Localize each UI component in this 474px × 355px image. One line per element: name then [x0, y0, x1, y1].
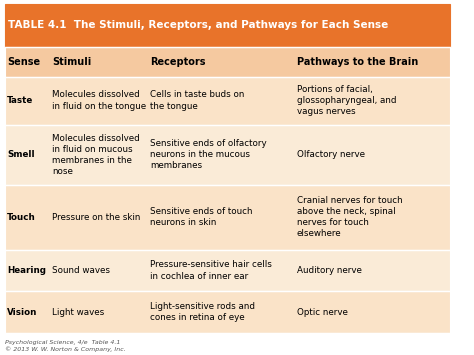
Text: Optic nerve: Optic nerve: [297, 308, 347, 317]
Text: Pressure-sensitive hair cells
in cochlea of inner ear: Pressure-sensitive hair cells in cochlea…: [150, 261, 272, 280]
Text: Molecules dissolved
in fluid on the tongue: Molecules dissolved in fluid on the tong…: [52, 91, 146, 111]
FancyBboxPatch shape: [5, 4, 450, 47]
FancyBboxPatch shape: [5, 77, 450, 125]
Text: Touch: Touch: [7, 213, 36, 222]
FancyBboxPatch shape: [5, 291, 450, 333]
Text: Cells in taste buds on
the tongue: Cells in taste buds on the tongue: [150, 91, 244, 111]
Text: Pressure on the skin: Pressure on the skin: [52, 213, 140, 222]
Text: Vision: Vision: [7, 308, 37, 317]
Text: Light waves: Light waves: [52, 308, 104, 317]
Text: Sense: Sense: [7, 57, 40, 67]
Text: Auditory nerve: Auditory nerve: [297, 266, 362, 275]
Text: TABLE 4.1  The Stimuli, Receptors, and Pathways for Each Sense: TABLE 4.1 The Stimuli, Receptors, and Pa…: [8, 21, 388, 31]
FancyBboxPatch shape: [5, 125, 450, 185]
Text: Olfactory nerve: Olfactory nerve: [297, 150, 365, 159]
Text: Stimuli: Stimuli: [52, 57, 91, 67]
Text: Sensitive ends of touch
neurons in skin: Sensitive ends of touch neurons in skin: [150, 207, 252, 228]
Text: Sound waves: Sound waves: [52, 266, 110, 275]
Text: Smell: Smell: [7, 150, 35, 159]
Text: Receptors: Receptors: [150, 57, 205, 67]
Text: Psychological Science, 4/e  Table 4.1
© 2013 W. W. Norton & Company, Inc.: Psychological Science, 4/e Table 4.1 © 2…: [5, 340, 125, 352]
FancyBboxPatch shape: [5, 185, 450, 250]
Text: Molecules dissolved
in fluid on mucous
membranes in the
nose: Molecules dissolved in fluid on mucous m…: [52, 133, 139, 176]
Text: Pathways to the Brain: Pathways to the Brain: [297, 57, 418, 67]
Text: Light-sensitive rods and
cones in retina of eye: Light-sensitive rods and cones in retina…: [150, 302, 255, 322]
FancyBboxPatch shape: [5, 250, 450, 291]
FancyBboxPatch shape: [5, 47, 450, 77]
Text: Hearing: Hearing: [7, 266, 46, 275]
Text: Taste: Taste: [7, 96, 34, 105]
Text: Sensitive ends of olfactory
neurons in the mucous
membranes: Sensitive ends of olfactory neurons in t…: [150, 139, 266, 170]
Text: Portions of facial,
glossopharyngeal, and
vagus nerves: Portions of facial, glossopharyngeal, an…: [297, 85, 396, 116]
Text: Cranial nerves for touch
above the neck, spinal
nerves for touch
elsewhere: Cranial nerves for touch above the neck,…: [297, 196, 402, 239]
